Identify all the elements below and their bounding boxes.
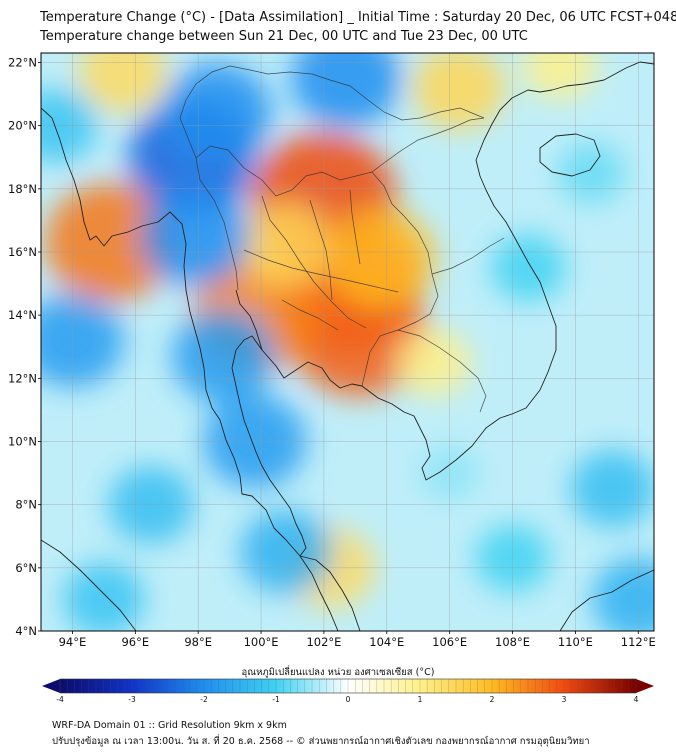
anomaly-7 <box>78 53 168 113</box>
colorbar-ticks: -4 -3 -2 -1 0 1 2 3 4 <box>56 695 638 704</box>
lon-tick-label: 102°E <box>306 635 341 649</box>
map-frame <box>40 52 655 632</box>
anomaly-18 <box>290 53 401 129</box>
colorbar-tick-label: 0 <box>346 695 351 704</box>
anomaly-15 <box>171 309 275 404</box>
colorbar-tick-label: 3 <box>562 695 567 704</box>
colorbar-low-arrow <box>42 679 60 693</box>
colorbar-tick-label: 1 <box>418 695 423 704</box>
colorbar-tick-label: -2 <box>200 695 208 704</box>
borders <box>179 65 505 413</box>
anomaly-9 <box>522 53 598 100</box>
map-subtitle: Temperature change between Sun 21 Dec, 0… <box>40 29 528 44</box>
anomaly-24 <box>490 233 566 302</box>
lat-tick-label: 22°N <box>8 55 37 69</box>
longitude-axis: 94°E 96°E 98°E 100°E 102°E 104°E 106°E 108°E 110… <box>59 631 656 649</box>
anomaly-11 <box>396 328 472 397</box>
lat-tick-label: 18°N <box>8 182 37 196</box>
anomaly-19 <box>41 293 124 388</box>
lon-tick-label: 106°E <box>432 635 467 649</box>
anomaly-6 <box>44 182 176 303</box>
anomaly-27 <box>62 562 145 631</box>
gridlines <box>41 53 654 631</box>
anomaly-14 <box>140 186 251 287</box>
lon-tick-label: 94°E <box>59 635 87 649</box>
anomaly-23 <box>570 450 654 528</box>
colorbar: -4 -3 -2 -1 0 1 2 3 4 <box>42 678 654 704</box>
colorbar-tick-label: -4 <box>56 695 64 704</box>
lat-tick-label: 4°N <box>15 624 37 638</box>
latitude-axis: 22°N 20°N 18°N 16°N 14°N 12°N 10°N 8°N 6°N 4°N <box>8 55 41 638</box>
lat-tick-label: 6°N <box>15 561 37 575</box>
anomaly-28 <box>557 142 626 204</box>
lat-tick-label: 16°N <box>8 245 37 259</box>
lat-tick-label: 14°N <box>8 308 37 322</box>
update-credit: ปรับปรุงข้อมูล ณ เวลา 13:00น. วัน ส. ที่… <box>52 736 590 747</box>
lon-tick-label: 98°E <box>184 635 212 649</box>
lon-tick-label: 100°E <box>244 635 279 649</box>
colorbar-tick-label: 2 <box>490 695 495 704</box>
lat-tick-label: 10°N <box>8 434 37 448</box>
lon-tick-label: 104°E <box>369 635 404 649</box>
model-info: WRF-DA Domain 01 :: Grid Resolution 9km … <box>52 720 287 731</box>
colorbar-title: อุณหภูมิเปลี่ยนแปลง หน่วย องศาเซลเซียส (… <box>241 667 435 678</box>
anomaly-13 <box>162 63 273 164</box>
lat-tick-label: 12°N <box>8 371 37 385</box>
anomaly-5 <box>240 203 333 288</box>
colorbar-tick-label: 4 <box>634 695 639 704</box>
colorbar-tick-label: -3 <box>128 695 136 704</box>
anomaly-8 <box>412 53 506 130</box>
colorbar-high-arrow <box>636 679 654 693</box>
lon-tick-label: 96°E <box>121 635 149 649</box>
lat-tick-label: 8°N <box>15 498 37 512</box>
coastlines <box>41 61 654 631</box>
map-title: Temperature Change (°C) - [Data Assimila… <box>40 10 676 25</box>
lon-tick-label: 110°E <box>558 635 593 649</box>
colorbar-tick-label: -1 <box>272 695 280 704</box>
lon-tick-label: 112°E <box>621 635 656 649</box>
anomaly-17 <box>240 510 333 595</box>
anomaly-4 <box>325 208 436 309</box>
lon-tick-label: 108°E <box>495 635 530 649</box>
lat-tick-label: 20°N <box>8 119 37 133</box>
